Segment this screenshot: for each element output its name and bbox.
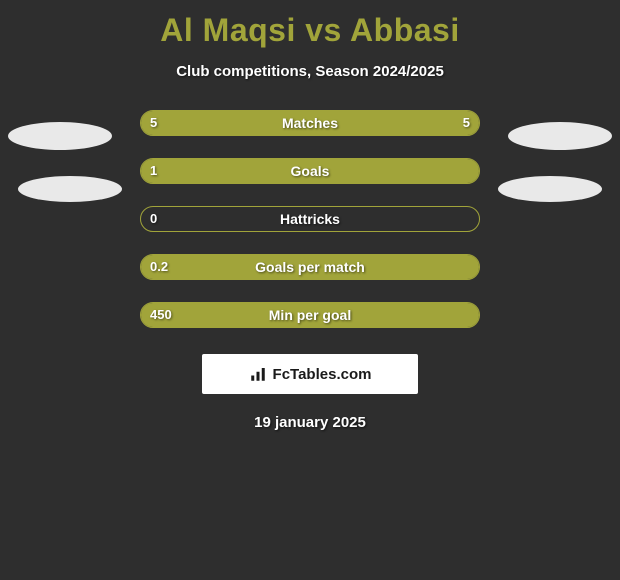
metric-label: Matches xyxy=(140,110,480,136)
metric-label: Min per goal xyxy=(140,302,480,328)
row-min-per-goal: 450 Min per goal xyxy=(0,302,620,328)
metric-label: Goals xyxy=(140,158,480,184)
row-matches: 5 5 Matches xyxy=(0,110,620,136)
page-title: Al Maqsi vs Abbasi xyxy=(0,0,620,49)
row-goals: 1 Goals xyxy=(0,158,620,184)
date: 19 january 2025 xyxy=(0,414,620,431)
subtitle: Club competitions, Season 2024/2025 xyxy=(0,63,620,80)
bar-chart-icon xyxy=(249,365,267,383)
metric-label: Hattricks xyxy=(140,206,480,232)
row-hattricks: 0 Hattricks xyxy=(0,206,620,232)
metric-label: Goals per match xyxy=(140,254,480,280)
row-goals-per-match: 0.2 Goals per match xyxy=(0,254,620,280)
brand-card[interactable]: FcTables.com xyxy=(202,354,418,394)
brand-text: FcTables.com xyxy=(273,366,372,383)
